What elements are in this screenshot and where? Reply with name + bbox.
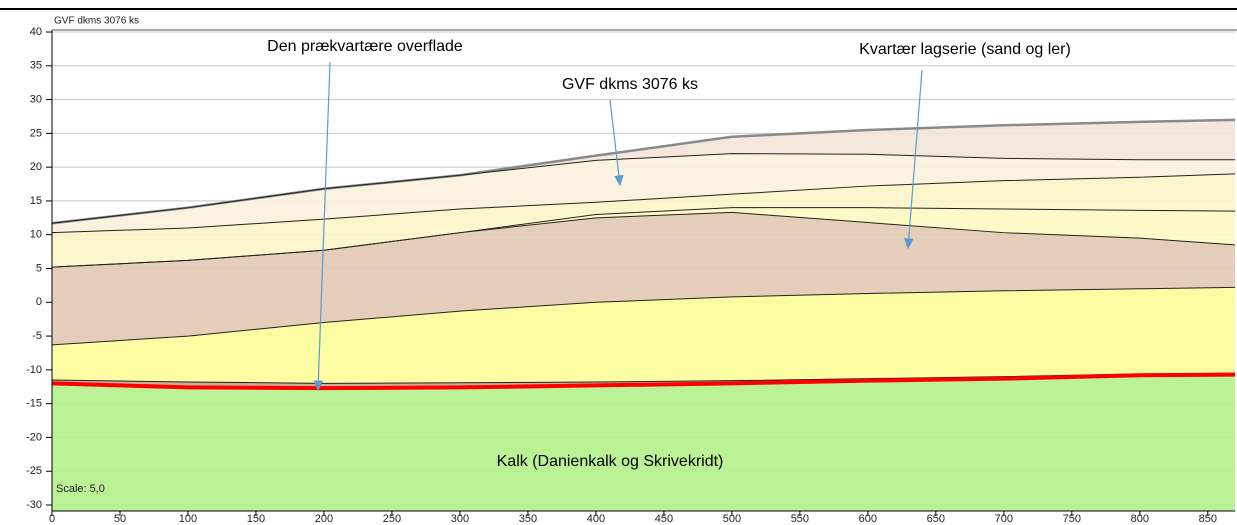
x-tick-label: 0 [49,513,55,525]
x-tick-label: 450 [655,513,673,525]
chart-title: GVF dkms 3076 ks [54,16,139,27]
y-tick-label: 25 [30,127,42,139]
x-tick-label: 300 [451,513,469,525]
x-tick-label: 150 [247,513,265,525]
y-tick-label: 40 [30,26,42,38]
y-tick-label: 0 [36,296,42,308]
x-tick-label: 700 [995,513,1013,525]
annotation: Kalk (Danienkalk og Skrivekridt) [497,453,724,470]
y-tick-label: -10 [26,364,42,376]
scale-label: Scale: 5,0 [56,483,105,495]
x-tick-label: 250 [383,513,401,525]
x-tick-label: 400 [587,513,605,525]
y-tick-label: 5 [36,262,42,274]
y-tick-label: 35 [30,60,42,72]
x-tick-label: 350 [519,513,537,525]
x-tick-label: 50 [114,513,126,525]
y-tick-label: -5 [32,330,42,342]
annotation: GVF dkms 3076 ks [562,76,698,93]
annotation: Den prækvartære overflade [267,38,463,55]
y-tick-label: -25 [26,465,42,477]
x-tick-label: 100 [179,513,197,525]
y-tick-label: 15 [30,195,42,207]
y-tick-label: -20 [26,431,42,443]
x-tick-label: 850 [1199,513,1217,525]
y-tick-label: -30 [26,499,42,511]
x-tick-label: 600 [859,513,877,525]
y-tick-label: -15 [26,398,42,410]
y-tick-label: 10 [30,229,42,241]
x-tick-label: 550 [791,513,809,525]
annotation: Kvartær lagserie (sand og ler) [859,41,1071,58]
y-tick-label: 20 [30,161,42,173]
chart: GVF dkms 3076 ks -30 -25 -20 -15 -10 -5 0 5 10 15… [0,0,1237,525]
y-tick-label: 30 [30,93,42,105]
x-tick-label: 750 [1063,513,1081,525]
x-tick-label: 500 [723,513,741,525]
x-tick-label: 200 [315,513,333,525]
layer-fill [52,375,1235,511]
x-tick-label: 650 [927,513,945,525]
x-tick-label: 800 [1131,513,1149,525]
